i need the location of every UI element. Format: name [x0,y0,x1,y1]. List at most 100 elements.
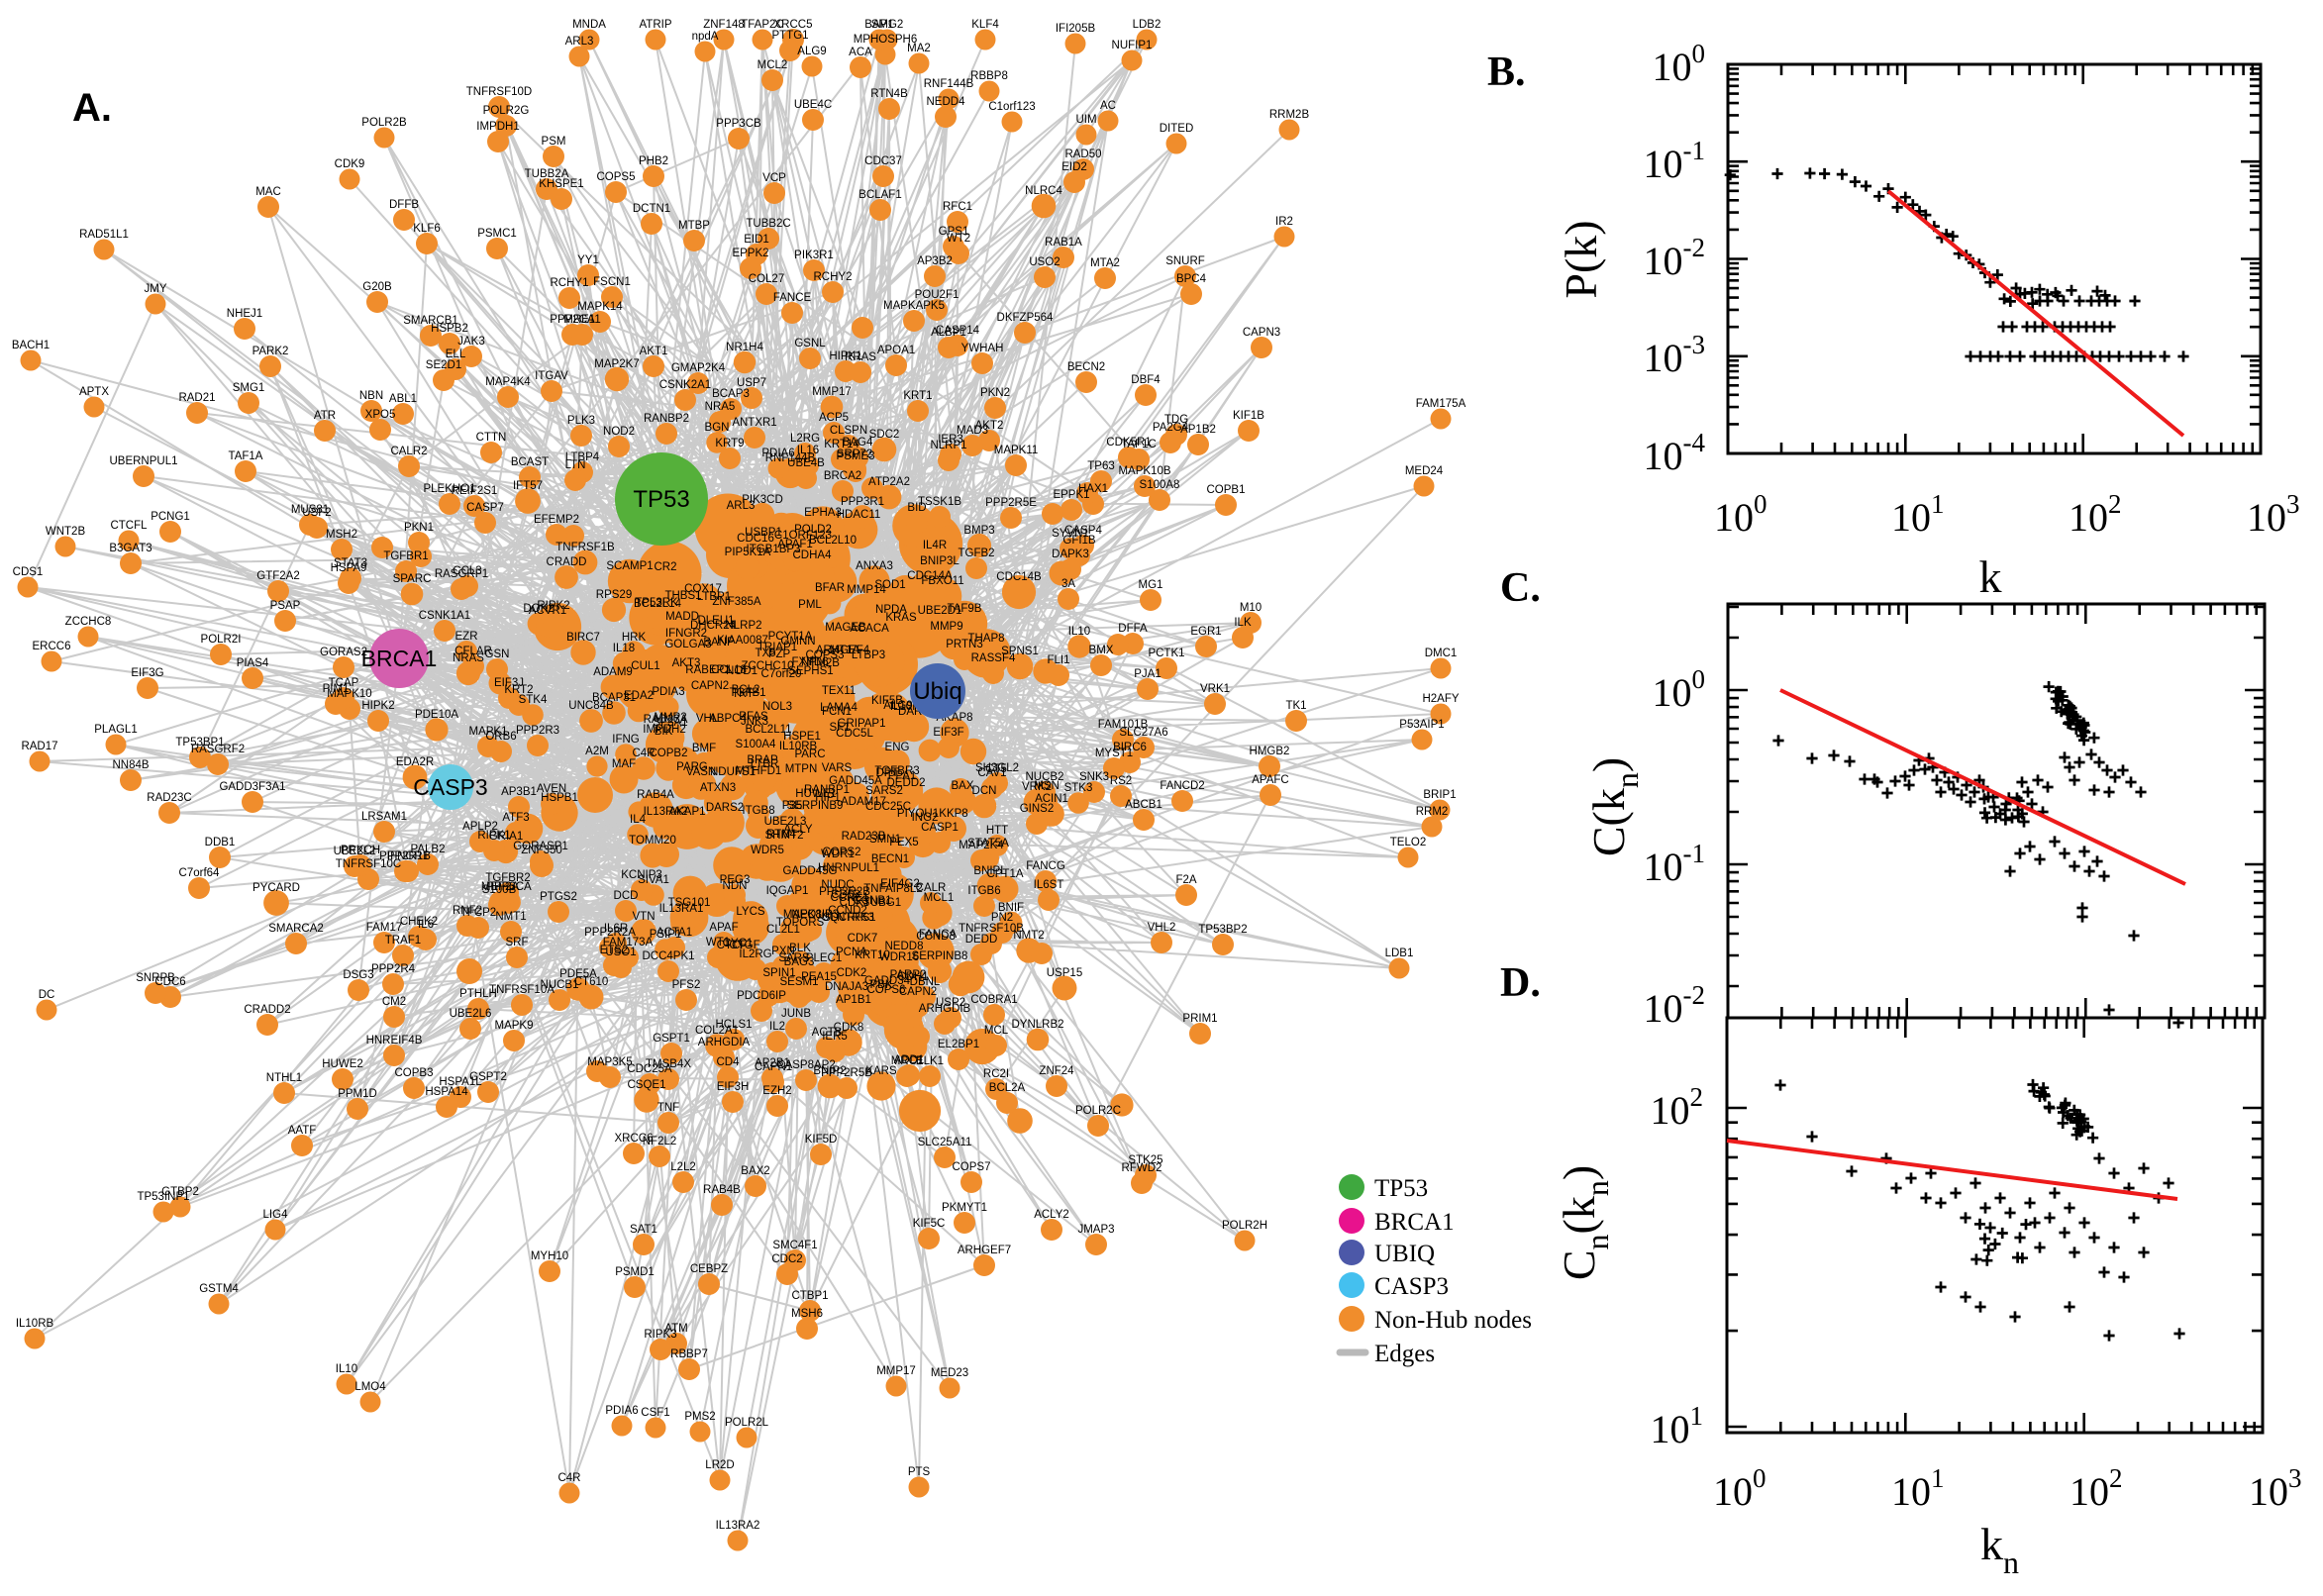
svg-text:EIF3G: EIF3G [131,667,163,679]
svg-text:NP: NP [801,656,817,668]
svg-text:CTCFL: CTCFL [110,520,148,532]
svg-text:BAX: BAX [951,780,973,792]
svg-text:CASP4: CASP4 [1064,525,1102,537]
svg-text:RAD23A: RAD23A [644,714,688,726]
svg-text:SOD1: SOD1 [874,579,905,591]
svg-text:KRAS: KRAS [885,612,917,624]
svg-text:ARHGEF7: ARHGEF7 [958,1245,1011,1256]
svg-text:CEBPZ: CEBPZ [690,1263,728,1275]
svg-text:VHL2: VHL2 [1148,922,1176,934]
svg-text:PXN: PXN [771,946,795,957]
svg-text:DBF4: DBF4 [1131,374,1161,386]
svg-text:LTBP4: LTBP4 [565,451,600,463]
svg-text:LYCS: LYCS [736,906,765,918]
svg-text:UBE4B: UBE4B [787,457,825,469]
svg-text:FAM17: FAM17 [366,922,402,934]
svg-text:PPP2R2B: PPP2R2B [819,886,870,898]
svg-text:POLR2B: POLR2B [361,117,407,129]
svg-text:IL2: IL2 [769,1021,785,1033]
svg-text:MAPK10B: MAPK10B [1118,465,1170,477]
svg-text:Ubiq: Ubiq [913,678,961,705]
svg-text:USO2: USO2 [1029,256,1060,268]
svg-text:TAF9B: TAF9B [948,603,982,615]
svg-text:SH3GL2: SH3GL2 [975,762,1019,774]
svg-text:CCL18: CCL18 [711,664,747,676]
svg-text:KIF1B: KIF1B [1233,410,1264,422]
svg-text:TGFBR3: TGFBR3 [874,765,919,777]
svg-text:JMY: JMY [145,283,167,295]
svg-text:MCL2: MCL2 [758,59,788,71]
svg-text:POLR2G: POLR2G [483,105,530,117]
svg-text:C4R: C4R [632,748,655,759]
svg-text:SAT1: SAT1 [630,1224,657,1236]
svg-text:TCAP: TCAP [329,677,359,689]
svg-text:SESM1: SESM1 [780,976,819,988]
svg-text:VCP: VCP [762,172,786,184]
svg-text:PRIM1: PRIM1 [1182,1013,1217,1025]
svg-text:CDC6: CDC6 [154,976,185,988]
svg-text:CDC25C: CDC25C [865,801,911,813]
svg-text:HCLS1: HCLS1 [715,1019,752,1031]
svg-text:EID1: EID1 [744,234,769,246]
svg-text:WDR5: WDR5 [751,845,784,856]
svg-text:DFFB: DFFB [389,199,419,211]
svg-text:DEDD: DEDD [965,934,998,946]
svg-text:STK25: STK25 [1128,1154,1162,1166]
svg-text:IFT57: IFT57 [513,480,543,492]
svg-text:MMP9: MMP9 [930,621,962,633]
svg-text:BCL2L11: BCL2L11 [745,724,791,736]
svg-text:NRAS: NRAS [453,652,484,664]
svg-text:HRK: HRK [622,632,647,644]
svg-text:EIF3F: EIF3F [933,727,963,739]
svg-text:ADAM17: ADAM17 [841,796,886,808]
svg-text:CAPN2: CAPN2 [691,680,729,692]
svg-text:SERPINB8: SERPINB8 [912,950,968,962]
svg-text:SERPINB9: SERPINB9 [787,800,844,812]
svg-text:BIRC6: BIRC6 [1113,742,1147,753]
svg-text:CALR: CALR [916,882,947,894]
svg-text:PPP2R3: PPP2R3 [516,725,559,737]
svg-text:ACLY: ACLY [783,824,813,836]
svg-text:STAT5A: STAT5A [967,838,1009,849]
svg-text:USP15: USP15 [1047,967,1082,979]
svg-text:EZH2: EZH2 [762,1085,791,1097]
svg-text:CTGF: CTGF [729,940,759,951]
svg-text:AKT3: AKT3 [672,657,701,669]
svg-text:MAP3K5: MAP3K5 [587,1056,632,1068]
svg-text:KRT14: KRT14 [824,439,859,450]
svg-text:BRAP: BRAP [747,754,778,766]
svg-text:GSN: GSN [485,648,510,660]
svg-text:3A: 3A [1061,578,1075,590]
svg-text:MAF: MAF [612,758,636,770]
svg-text:BFAR: BFAR [815,582,845,594]
svg-text:ARHGDIB: ARHGDIB [919,1003,971,1015]
svg-text:AATF: AATF [288,1125,317,1137]
svg-text:CAPN3: CAPN3 [1243,327,1280,339]
svg-text:LTBP3: LTBP3 [852,649,885,661]
svg-text:MRE11: MRE11 [563,314,601,326]
svg-text:NLRP1: NLRP1 [930,440,966,451]
svg-text:MMP17: MMP17 [812,386,852,398]
svg-text:KRT10: KRT10 [855,949,890,961]
svg-text:CCNE1: CCNE1 [831,892,869,904]
svg-text:MYST1: MYST1 [1095,748,1133,759]
svg-text:PPP2R4: PPP2R4 [371,963,416,975]
svg-text:DLEU1: DLEU1 [697,615,734,627]
svg-text:NDUFS1: NDUFS1 [710,766,756,778]
svg-text:PTHLH: PTHLH [459,988,497,1000]
svg-text:TNFAIP8L2: TNFAIP8L2 [863,883,922,895]
svg-text:PPP3CA: PPP3CA [486,881,532,893]
svg-text:PPP2R1B: PPP2R1B [379,850,431,862]
svg-text:PTTG1: PTTG1 [771,30,808,42]
svg-text:PARP2: PARP2 [890,969,927,981]
svg-text:TFAP2C: TFAP2C [741,19,783,31]
svg-text:MT1A: MT1A [830,645,860,656]
svg-text:ATXN3: ATXN3 [700,782,736,794]
svg-text:JUNB: JUNB [781,1008,811,1020]
svg-text:TK1: TK1 [1285,700,1306,712]
svg-text:RNF2: RNF2 [453,905,482,917]
svg-text:ING2: ING2 [912,812,939,824]
svg-text:APAF: APAF [709,922,738,934]
svg-text:IQGAP1: IQGAP1 [766,885,809,897]
svg-text:HNRNPUL1: HNRNPUL1 [818,862,879,874]
